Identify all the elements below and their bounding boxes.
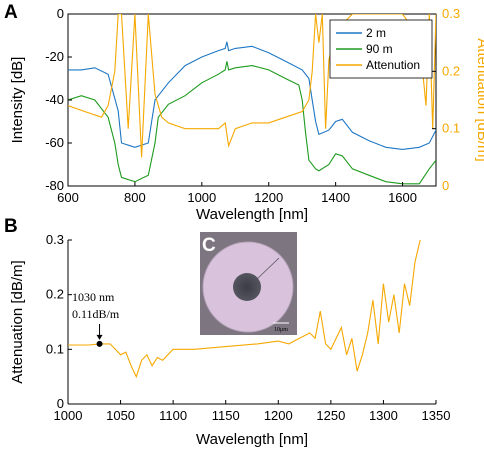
- panel-b-x-tick-label: 1250: [316, 408, 345, 423]
- panel-b-x-tick-label: 1050: [106, 408, 135, 423]
- panel-a-line-series-0: [68, 41, 436, 150]
- panel-b-y-tick-label: 0.1: [46, 341, 64, 356]
- fiber-core: [233, 273, 261, 301]
- fiber-crack: [255, 257, 280, 281]
- annotation-point: [96, 340, 103, 347]
- panel-a-right-ylabel: Attenuation [dB/m]: [474, 38, 484, 161]
- panel-b-x-tick-label: 1200: [264, 408, 293, 423]
- panel-b-y-ticks: 0 0.1 0.2 0.3: [46, 232, 72, 411]
- panel-b-y-tick-label: 0.2: [46, 287, 64, 302]
- panel-a-line-series-1: [68, 61, 436, 185]
- panel-b-plot: 1000 1050 1100 1150 1200 1250 1300 1350 0 0.1 0.2…: [9, 232, 450, 448]
- panel-a-y-tick-label: 0: [57, 6, 64, 21]
- panel-b-label: B: [4, 216, 18, 237]
- panel-a-y-ticks: 0 -20 -40 -60 -80: [45, 6, 72, 193]
- annotation-attenuation: 0.11dB/m: [72, 307, 120, 321]
- panel-a-x-tick-label: 1000: [187, 190, 216, 205]
- panel-a-right-tick-label: 0.3: [442, 6, 460, 21]
- panel-b-line-series-0: [68, 240, 421, 379]
- panel-b-xlabel: Wavelength [nm]: [196, 431, 308, 448]
- panel-a-x-ticks: 600 800 1000 1200 1400 1600: [57, 182, 417, 205]
- legend-label-2m: 2 m: [366, 26, 386, 40]
- panel-a-y-tick-label: -80: [45, 178, 64, 193]
- panel-a-legend: 2 m 90 m Attenution: [329, 19, 433, 79]
- legend-label-90m: 90 m: [366, 42, 393, 56]
- panel-b-x-tick-label: 1350: [422, 408, 451, 423]
- panel-a-line-series-2: [68, 14, 436, 158]
- panel-a-x-tick-label: 600: [57, 190, 79, 205]
- panel-b-series: [68, 240, 421, 379]
- panel-a-ylabel: Intensity [dB]: [9, 57, 26, 144]
- panel-a-right-tick-label: 0.2: [442, 63, 460, 78]
- panel-a-x-tick-label: 1200: [254, 190, 283, 205]
- panel-a-right-ticks: 0 0.1 0.2 0.3: [432, 6, 460, 193]
- panel-a-series: [68, 14, 436, 185]
- panel-b-annotation: 1030 nm 0.11dB/m: [72, 290, 120, 347]
- annotation-arrowhead: [96, 334, 103, 340]
- panel-a-x-tick-label: 1400: [321, 190, 350, 205]
- panel-b-y-tick-label: 0: [57, 396, 64, 411]
- panel-b-x-tick-label: 1000: [54, 408, 83, 423]
- panel-a-right-tick-label: 0.1: [442, 121, 460, 136]
- panel-a-label: A: [4, 2, 18, 23]
- legend-label-attenuation: Attenution: [366, 58, 420, 72]
- panel-a-y-tick-label: -60: [45, 135, 64, 150]
- scale-bar-label: 10μm: [274, 327, 288, 333]
- panel-a-y-tick-label: -20: [45, 49, 64, 64]
- panel-b-x-tick-label: 1150: [212, 408, 240, 423]
- annotation-wavelength: 1030 nm: [72, 290, 115, 304]
- inset-c: C 10μm: [200, 232, 297, 335]
- panel-a-plot: 600 800 1000 1200 1400 1600 0 -20 -40 -60 -80 0 0.…: [9, 6, 484, 223]
- panel-b-ylabel: Attenuation [dB/m]: [9, 260, 26, 383]
- panel-b-x-tick-label: 1100: [159, 408, 187, 423]
- panel-b-x-ticks: 1000 1050 1100 1150 1200 1250 1300 1350: [54, 400, 451, 423]
- panel-b-y-tick-label: 0.3: [46, 232, 64, 247]
- panel-a-xlabel: Wavelength [nm]: [196, 206, 308, 223]
- panel-a-y-tick-label: -40: [45, 92, 64, 107]
- panel-b-x-tick-label: 1300: [369, 408, 398, 423]
- panel-a-x-tick-label: 800: [124, 190, 146, 205]
- panel-a-right-tick-label: 0: [442, 178, 449, 193]
- inset-c-label: C: [202, 235, 216, 256]
- panel-a-x-tick-label: 1600: [388, 190, 417, 205]
